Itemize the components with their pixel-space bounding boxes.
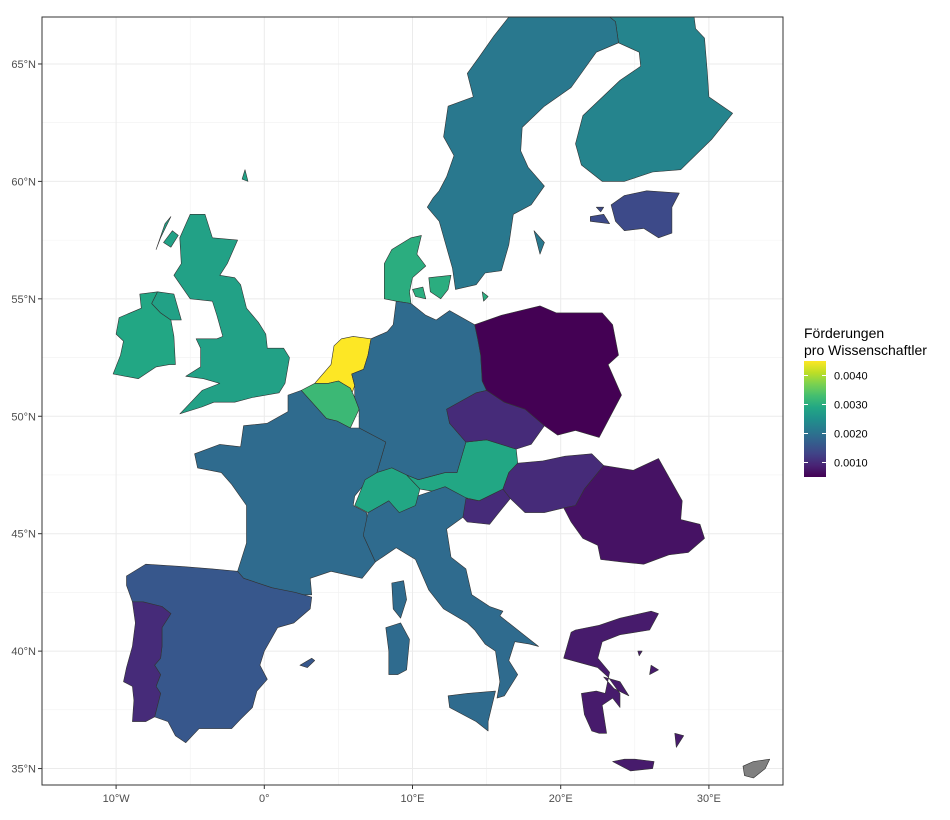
region-switzerland bbox=[354, 467, 421, 513]
y-tick-label: 45°N bbox=[11, 529, 36, 541]
y-tick-label: 35°N bbox=[11, 764, 36, 776]
legend-ticks: 0.0040 0.0030 0.0020 0.0010 bbox=[804, 371, 868, 470]
region-portugal bbox=[123, 601, 172, 722]
legend-label: 0.0020 bbox=[834, 429, 868, 441]
y-tick-label: 50°N bbox=[11, 411, 36, 423]
x-tick-label: 10°E bbox=[401, 793, 425, 805]
region-slovenia bbox=[462, 488, 511, 525]
x-tick-label: 20°E bbox=[549, 793, 573, 805]
x-tick-label: 10°W bbox=[103, 793, 131, 805]
y-tick-label: 60°N bbox=[11, 176, 36, 188]
legend-label: 0.0030 bbox=[834, 400, 868, 412]
legend-title-line1: Förderungen bbox=[804, 325, 884, 341]
panel-border bbox=[41, 16, 784, 786]
legend-label: 0.0010 bbox=[834, 458, 868, 470]
region-france bbox=[194, 390, 407, 619]
region-denmark bbox=[384, 235, 489, 304]
legend-label: 0.0040 bbox=[834, 371, 868, 383]
region-italy bbox=[363, 486, 539, 732]
y-tick-label: 55°N bbox=[11, 294, 36, 306]
y-tick-label: 40°N bbox=[11, 646, 36, 658]
legend-colorbar-fill bbox=[804, 361, 826, 477]
region-poland bbox=[474, 305, 622, 438]
region-czechia bbox=[446, 390, 545, 450]
region-united-kingdom bbox=[151, 169, 290, 415]
region-greece bbox=[563, 610, 684, 772]
region-finland bbox=[575, 16, 733, 182]
y-axis-ticks: 35°N 40°N 45°N 50°N 55°N 60°N 65°N bbox=[11, 59, 42, 776]
x-tick-label: 30°E bbox=[697, 793, 721, 805]
legend-colorbar bbox=[804, 361, 826, 477]
region-sweden bbox=[427, 16, 619, 290]
country-layer bbox=[112, 16, 770, 779]
x-axis-ticks: 10°W 0° 10°E 20°E 30°E bbox=[103, 785, 721, 805]
region-cyprus bbox=[742, 758, 770, 779]
x-tick-label: 0° bbox=[259, 793, 270, 805]
y-tick-label: 65°N bbox=[11, 59, 36, 71]
legend: Förderungen pro Wissenschaftler 0.00400.… bbox=[804, 325, 927, 477]
region-romania bbox=[563, 458, 705, 565]
legend-title-line2: pro Wissenschaftler bbox=[804, 342, 927, 358]
region-estonia bbox=[590, 190, 680, 239]
